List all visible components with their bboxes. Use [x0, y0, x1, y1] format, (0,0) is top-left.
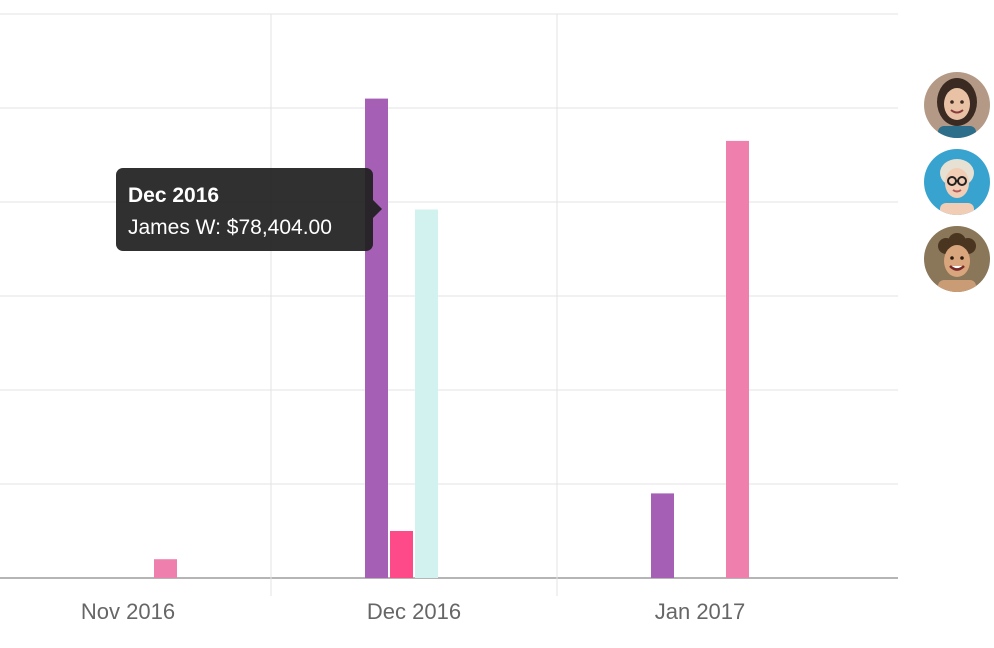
- grid-lines: [0, 13, 898, 596]
- x-axis: Nov 2016 Dec 2016 Jan 2017: [81, 599, 745, 624]
- avatar-1[interactable]: [924, 72, 990, 138]
- x-tick-label: Jan 2017: [655, 599, 746, 624]
- tooltip-body: James W: $78,404.00: [128, 216, 332, 239]
- avatar-woman-dark-hair-icon: [924, 72, 990, 138]
- avatar-3[interactable]: [924, 226, 990, 292]
- bar: [154, 559, 177, 578]
- bar: [651, 493, 674, 578]
- bars: [154, 98, 749, 578]
- tooltip-title: Dec 2016: [128, 184, 220, 207]
- legend-avatars: [924, 72, 994, 303]
- x-tick-label: Nov 2016: [81, 599, 175, 624]
- bar-chart: Nov 2016 Dec 2016 Jan 2017: [0, 13, 898, 624]
- bar: [415, 209, 438, 578]
- bar: [726, 140, 749, 578]
- avatar-woman-blonde-glasses-icon: [924, 149, 990, 215]
- avatar-2[interactable]: [924, 149, 990, 215]
- bar: [390, 531, 413, 578]
- x-tick-label: Dec 2016: [367, 599, 461, 624]
- tooltip: Dec 2016 James W: $78,404.00: [116, 168, 382, 251]
- avatar-man-curly-hair-icon: [924, 226, 990, 292]
